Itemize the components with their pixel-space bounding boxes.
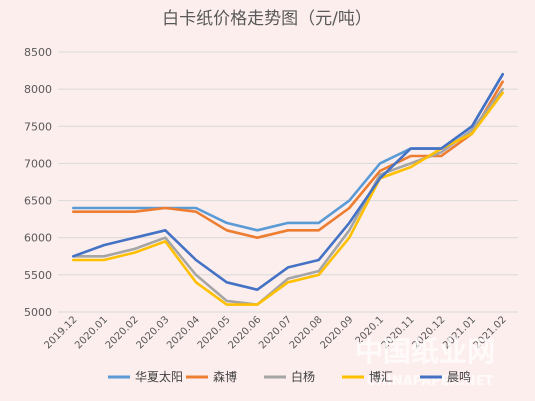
- y-tick-label: 7000: [24, 157, 52, 170]
- y-tick-label: 6500: [24, 195, 52, 208]
- y-tick-label: 7500: [24, 120, 52, 133]
- watermark-url: CHINAPAPER.NET: [367, 374, 494, 389]
- x-tick-label: 2020.04: [165, 314, 202, 351]
- legend-label: 森博: [213, 369, 237, 384]
- legend-item: 博汇: [342, 369, 393, 384]
- legend-label: 博汇: [369, 369, 393, 384]
- x-tick-label: 2020.01: [73, 314, 110, 351]
- y-tick-label: 5500: [24, 269, 52, 282]
- y-tick-label: 8500: [24, 46, 52, 59]
- y-axis-ticks: 5000 5500 6000 6500 7000 7500 8000 8500: [24, 46, 52, 319]
- legend-item: 森博: [186, 369, 237, 384]
- legend-label: 白杨: [291, 369, 315, 384]
- y-tick-label: 5000: [24, 306, 52, 319]
- x-tick-label: 2020.06: [226, 314, 263, 351]
- series-line-2: [72, 80, 505, 239]
- watermark-text: 中国纸业网: [355, 335, 495, 368]
- legend-label: 晨鸣: [447, 369, 471, 384]
- series-line-4: [72, 91, 505, 306]
- x-tick-label: 2020.09: [318, 314, 355, 351]
- x-tick-label: 2020.07: [257, 314, 294, 351]
- y-tick-label: 6000: [24, 232, 52, 245]
- series-lines: [72, 73, 505, 306]
- legend-label: 华夏太阳: [135, 369, 183, 384]
- x-tick-label: 2020.03: [134, 314, 171, 351]
- series-line-5: [72, 73, 505, 292]
- legend-item: 晨鸣: [420, 369, 471, 384]
- y-tick-label: 8000: [24, 83, 52, 96]
- legend-item: 白杨: [264, 369, 315, 384]
- x-tick-label: 2020.08: [288, 314, 325, 351]
- x-tick-label: 2020.02: [104, 314, 141, 351]
- series-line-3: [72, 87, 505, 306]
- chart-title: 白卡纸价格走势图（元/吨）: [162, 9, 372, 29]
- legend: 华夏太阳 森博 白杨 博汇 晨鸣: [108, 369, 471, 384]
- grid-lines: [58, 51, 518, 313]
- x-tick-label: 2019.12: [42, 314, 79, 351]
- legend-item: 华夏太阳: [108, 369, 183, 384]
- x-tick-label: 2020.05: [196, 314, 233, 351]
- watermark: 中国纸业网 CHINAPAPER.NET: [355, 335, 495, 389]
